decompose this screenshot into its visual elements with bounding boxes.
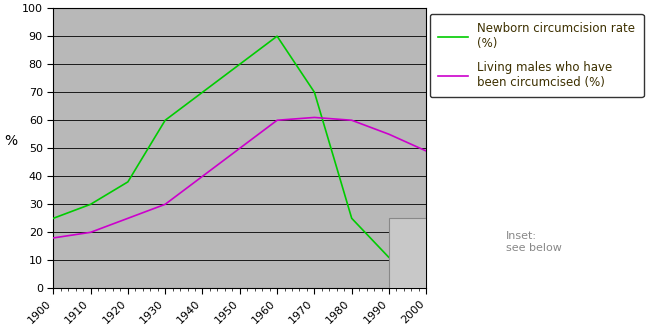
Line: Living males who have
been circumcised (%): Living males who have been circumcised (… (53, 117, 426, 238)
Living males who have
been circumcised (%) (87, 230, 95, 234)
Living males who have
been circumcised (%) (199, 174, 206, 178)
Living males who have
been circumcised (%) (422, 149, 430, 153)
Living males who have
been circumcised (%) (236, 146, 243, 150)
Newborn circumcision rate
(%) (385, 255, 393, 259)
Living males who have
been circumcised (%) (273, 118, 281, 122)
Text: Inset:
see below: Inset: see below (506, 231, 562, 252)
Living males who have
been circumcised (%) (49, 236, 57, 240)
Newborn circumcision rate
(%) (236, 62, 243, 66)
Living males who have
been circumcised (%) (348, 118, 356, 122)
Y-axis label: %: % (4, 134, 18, 148)
Newborn circumcision rate
(%) (124, 180, 132, 184)
Newborn circumcision rate
(%) (310, 90, 318, 94)
Living males who have
been circumcised (%) (310, 115, 318, 119)
Bar (389, 218, 426, 288)
Line: Newborn circumcision rate
(%): Newborn circumcision rate (%) (53, 36, 426, 257)
Newborn circumcision rate
(%) (87, 202, 95, 206)
Newborn circumcision rate
(%) (422, 255, 430, 259)
Living males who have
been circumcised (%) (124, 216, 132, 220)
Newborn circumcision rate
(%) (162, 118, 169, 122)
Newborn circumcision rate
(%) (199, 90, 206, 94)
Newborn circumcision rate
(%) (273, 34, 281, 38)
Living males who have
been circumcised (%) (162, 202, 169, 206)
Living males who have
been circumcised (%) (385, 132, 393, 136)
Newborn circumcision rate
(%) (49, 216, 57, 220)
Legend: Newborn circumcision rate
(%), Living males who have
been circumcised (%): Newborn circumcision rate (%), Living ma… (430, 14, 644, 97)
Newborn circumcision rate
(%) (348, 216, 356, 220)
